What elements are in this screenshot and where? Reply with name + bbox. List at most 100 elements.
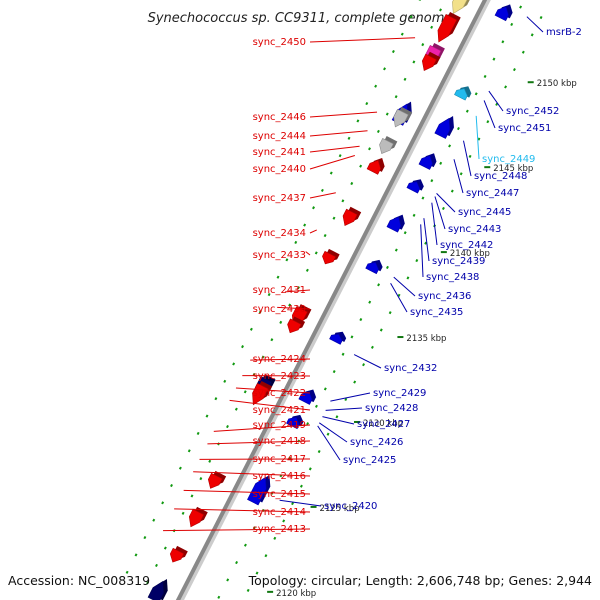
leader-line bbox=[235, 387, 311, 394]
gene-arrow bbox=[247, 476, 267, 506]
track-dot bbox=[303, 223, 307, 227]
leader-line bbox=[436, 193, 456, 213]
gene-label-left: sync_2437 bbox=[253, 193, 306, 204]
track-dot bbox=[415, 258, 419, 263]
map-title: Synechococcus sp. CC9311, complete genom… bbox=[148, 11, 453, 26]
leader-line bbox=[305, 251, 311, 256]
track-dot bbox=[267, 292, 271, 297]
track-dot bbox=[199, 477, 203, 481]
leader-line bbox=[309, 37, 416, 43]
track-dot bbox=[314, 404, 318, 408]
track-dot bbox=[223, 379, 227, 383]
track-dot bbox=[282, 519, 286, 523]
gene-label-right: msrB-2 bbox=[546, 27, 582, 38]
leader-line bbox=[285, 289, 311, 293]
track-dot bbox=[519, 5, 523, 9]
track-dot bbox=[350, 181, 354, 186]
gene-label-left: sync_2416 bbox=[253, 471, 306, 482]
track-dot bbox=[521, 50, 525, 54]
gene-label-left: sync_2422 bbox=[253, 388, 306, 399]
track-dot bbox=[459, 172, 463, 176]
track-dot bbox=[359, 164, 363, 168]
track-dot bbox=[430, 25, 434, 29]
accession-text: Accession: NC_008319 bbox=[8, 573, 150, 588]
gene-arrow bbox=[379, 138, 394, 154]
tick-label: 2140 kbp bbox=[450, 249, 490, 259]
track-dot bbox=[406, 276, 410, 280]
track-dot bbox=[143, 536, 147, 540]
track-dot bbox=[146, 581, 150, 585]
track-dot bbox=[370, 345, 374, 349]
gene-label-left: sync_2424 bbox=[253, 354, 306, 365]
track-dot bbox=[409, 15, 413, 19]
track-dot bbox=[320, 188, 324, 192]
gene-label-right: sync_2435 bbox=[410, 307, 463, 318]
gene-label-right: sync_2452 bbox=[506, 106, 559, 117]
track-dot bbox=[178, 466, 182, 470]
label-leaders bbox=[163, 16, 544, 532]
track-dot bbox=[383, 67, 386, 71]
track-dot bbox=[350, 335, 354, 339]
gene-label-right: sync_2428 bbox=[365, 403, 418, 414]
track-dot bbox=[332, 370, 336, 374]
track-dot bbox=[394, 95, 398, 99]
track-dot bbox=[258, 310, 262, 314]
track-dot bbox=[477, 137, 481, 141]
gene-label-left: sync_2450 bbox=[253, 37, 306, 48]
track-dot bbox=[388, 311, 392, 315]
track-dot bbox=[397, 293, 401, 297]
gene-label-left: sync_2433 bbox=[253, 250, 306, 261]
track-dot bbox=[308, 467, 312, 471]
leader-line bbox=[390, 283, 408, 313]
gene-label-left: sync_2421 bbox=[253, 405, 306, 416]
track-dot bbox=[394, 248, 398, 252]
track-dot bbox=[412, 213, 416, 217]
track-dot bbox=[421, 43, 425, 47]
track-dot bbox=[403, 231, 407, 235]
leader-line bbox=[229, 399, 311, 411]
track-dot bbox=[439, 8, 442, 12]
leader-line bbox=[325, 407, 363, 411]
gene-label-left: sync_2446 bbox=[253, 112, 306, 123]
leader-line bbox=[431, 202, 438, 246]
track-dot bbox=[261, 355, 265, 359]
track-dot bbox=[235, 560, 239, 565]
tick-label: 2145 kbp bbox=[493, 164, 533, 174]
track-dot bbox=[492, 57, 496, 61]
track-dot bbox=[341, 352, 345, 356]
track-dot bbox=[465, 109, 469, 113]
leader-line bbox=[309, 229, 318, 234]
track-dot bbox=[196, 431, 200, 435]
leader-line bbox=[318, 422, 348, 443]
track-dot bbox=[495, 102, 499, 106]
leader-line bbox=[420, 224, 424, 278]
track-dot bbox=[368, 300, 372, 304]
track-dot bbox=[291, 502, 295, 506]
track-dot bbox=[379, 328, 383, 332]
track-dot bbox=[252, 526, 256, 530]
track-dot bbox=[226, 424, 229, 429]
gene-arrow bbox=[452, 0, 468, 14]
track-dot bbox=[424, 241, 428, 245]
gene-label-left: sync_2440 bbox=[253, 164, 306, 175]
track-dot bbox=[344, 397, 348, 402]
leader-line bbox=[463, 140, 472, 177]
track-dot bbox=[385, 265, 389, 270]
gene-arrow bbox=[147, 580, 165, 600]
genome-backbone bbox=[175, 0, 491, 600]
gene-label-left: sync_2415 bbox=[253, 489, 306, 500]
gene-label-right: sync_2447 bbox=[466, 188, 519, 199]
gene-arrow bbox=[366, 160, 381, 175]
track-dot bbox=[512, 68, 516, 72]
track-dot bbox=[243, 543, 247, 547]
track-dot bbox=[365, 102, 369, 106]
gene-label-left: sync_2444 bbox=[253, 131, 306, 142]
gene-label-left: sync_2414 bbox=[253, 507, 306, 518]
backbone-line bbox=[175, 0, 488, 600]
gene-arrow bbox=[421, 53, 437, 71]
leader-line bbox=[475, 115, 480, 160]
gene-label-right: sync_2427 bbox=[357, 419, 410, 430]
track-dot bbox=[359, 317, 363, 322]
leader-line bbox=[174, 508, 311, 513]
track-dot bbox=[288, 303, 292, 307]
